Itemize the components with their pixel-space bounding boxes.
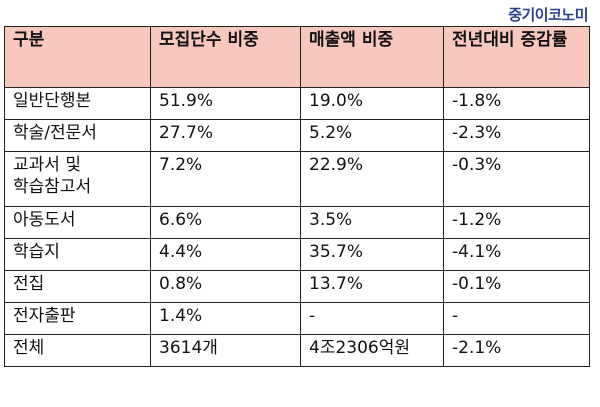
cell-count-share: 7.2% [150,151,301,207]
table-header-row: 구분 모집단수 비중 매출액 비중 전년대비 증감률 [4,26,590,88]
cell-count-share: 51.9% [150,87,301,120]
header-yoy-change: 전년대비 증감률 [443,26,590,88]
cell-count-share: 6.6% [150,206,301,239]
table-row: 학습지 4.4% 35.7% -4.1% [4,238,590,271]
cell-yoy-change: -4.1% [443,238,590,271]
cell-category: 전집 [4,270,151,303]
cell-category: 학습지 [4,238,151,271]
header-category: 구분 [4,26,151,88]
cell-yoy-change: -0.3% [443,151,590,207]
cell-category: 학술/전문서 [4,119,151,152]
publisher-logo: 중기이코노미 [508,6,588,24]
table-row: 전자출판 1.4% - - [4,302,590,335]
cell-category: 전자출판 [4,302,151,335]
table-row: 교과서 및 학습참고서 7.2% 22.9% -0.3% [4,151,590,207]
cell-category: 일반단행본 [4,87,151,120]
cell-sales-share: 4조2306억원 [300,334,444,367]
cell-count-share: 3614개 [150,334,301,367]
cell-count-share: 27.7% [150,119,301,152]
cell-sales-share: 19.0% [300,87,444,120]
cell-sales-share: 5.2% [300,119,444,152]
cell-sales-share: 13.7% [300,270,444,303]
cell-yoy-change: -0.1% [443,270,590,303]
cell-category: 아동도서 [4,206,151,239]
table-row-total: 전체 3614개 4조2306억원 -2.1% [4,334,590,367]
cell-sales-share: - [300,302,444,335]
table-row: 일반단행본 51.9% 19.0% -1.8% [4,87,590,120]
cell-count-share: 1.4% [150,302,301,335]
cell-yoy-change: -1.8% [443,87,590,120]
cell-sales-share: 35.7% [300,238,444,271]
cell-yoy-change: -2.3% [443,119,590,152]
cell-category: 교과서 및 학습참고서 [4,151,151,207]
table-row: 학술/전문서 27.7% 5.2% -2.3% [4,119,590,152]
cell-yoy-change: - [443,302,590,335]
header-count-share: 모집단수 비중 [150,26,301,88]
cell-count-share: 0.8% [150,270,301,303]
table-row: 아동도서 6.6% 3.5% -1.2% [4,206,590,239]
header-sales-share: 매출액 비중 [300,26,444,88]
cell-yoy-change: -2.1% [443,334,590,367]
cell-yoy-change: -1.2% [443,206,590,239]
cell-sales-share: 22.9% [300,151,444,207]
cell-category: 전체 [4,334,151,367]
publishing-stats-table: 구분 모집단수 비중 매출액 비중 전년대비 증감률 일반단행본 51.9% 1… [4,26,590,367]
table-row: 전집 0.8% 13.7% -0.1% [4,270,590,303]
cell-count-share: 4.4% [150,238,301,271]
cell-sales-share: 3.5% [300,206,444,239]
